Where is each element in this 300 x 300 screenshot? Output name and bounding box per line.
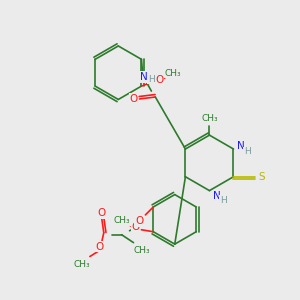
Text: CH₃: CH₃ — [165, 69, 181, 78]
Text: H: H — [148, 75, 155, 84]
Text: H: H — [220, 196, 227, 205]
Text: H: H — [244, 148, 251, 157]
Text: O: O — [98, 208, 106, 218]
Text: CH₃: CH₃ — [201, 114, 218, 123]
Text: CH₃: CH₃ — [113, 216, 130, 225]
Text: N: N — [212, 190, 220, 201]
Text: CH₃: CH₃ — [133, 246, 150, 255]
Text: O: O — [96, 242, 104, 252]
Text: CH₃: CH₃ — [74, 260, 90, 269]
Text: O: O — [131, 222, 140, 232]
Text: O: O — [135, 216, 144, 226]
Text: O: O — [129, 94, 138, 104]
Text: O: O — [155, 75, 164, 85]
Text: S: S — [258, 172, 265, 182]
Text: N: N — [236, 141, 244, 151]
Text: N: N — [140, 72, 147, 82]
